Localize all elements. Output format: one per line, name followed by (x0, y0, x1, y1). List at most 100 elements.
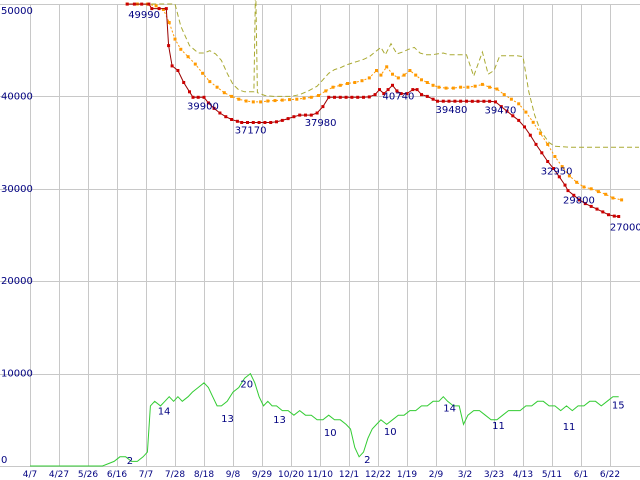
marker (196, 95, 200, 99)
marker (466, 85, 470, 89)
x-tick-label: 12/22 (365, 470, 391, 480)
marker (263, 121, 267, 124)
marker (414, 73, 418, 77)
marker (523, 125, 526, 129)
marker (531, 120, 535, 124)
marker (391, 72, 394, 76)
x-tick-label: 8/18 (194, 470, 214, 480)
x-tick-label: 5/26 (78, 470, 98, 480)
marker (553, 155, 557, 158)
marker (273, 99, 277, 103)
marker (505, 109, 509, 113)
marker (465, 99, 468, 103)
marker (517, 102, 521, 106)
marker (517, 118, 521, 122)
marker (202, 95, 206, 99)
marker (298, 113, 302, 117)
marker (399, 92, 403, 96)
marker (235, 119, 239, 123)
price-label: 32950 (541, 167, 573, 178)
marker (538, 131, 542, 135)
marker (360, 79, 364, 83)
x-tick-label: 5/11 (542, 470, 562, 480)
price-label: 40740 (383, 92, 415, 103)
marker (441, 99, 445, 103)
marker (240, 121, 244, 124)
marker (266, 99, 270, 103)
marker (480, 82, 484, 86)
marker (528, 133, 532, 137)
marker (563, 183, 567, 187)
price-label: 37980 (305, 118, 337, 129)
store-count-label: 10 (384, 427, 397, 438)
marker (375, 69, 378, 72)
marker (147, 2, 151, 6)
marker (420, 93, 423, 97)
marker (230, 118, 234, 121)
x-tick-label: 1/19 (397, 470, 417, 480)
marker (338, 95, 342, 99)
marker (244, 99, 248, 103)
marker (237, 97, 241, 101)
y-tick-label: 50000 (1, 6, 33, 17)
marker (302, 96, 306, 100)
gridlines (0, 4, 640, 467)
marker (437, 85, 441, 89)
marker (167, 21, 171, 24)
marker (154, 4, 158, 8)
marker (620, 198, 624, 202)
marker (280, 118, 284, 122)
marker (157, 7, 161, 11)
x-tick-label: 6/1 (574, 470, 588, 480)
marker (589, 204, 593, 208)
series-store-count (30, 372, 619, 467)
marker (560, 165, 564, 169)
marker (224, 115, 228, 119)
marker (304, 113, 307, 117)
x-tick-label: 6/22 (600, 470, 620, 480)
marker (552, 167, 555, 170)
price-label: 37170 (235, 126, 267, 137)
marker (167, 44, 171, 48)
y-tick-label: 40000 (1, 91, 33, 102)
price-label: 39480 (436, 105, 468, 116)
y-tick-label: 10000 (1, 369, 33, 380)
marker (215, 85, 219, 89)
marker (420, 78, 423, 82)
marker (447, 99, 451, 103)
marker (495, 87, 499, 91)
marker (212, 106, 216, 110)
marker (567, 174, 571, 178)
marker (411, 88, 415, 92)
marker (583, 202, 587, 206)
marker (218, 111, 222, 115)
marker (540, 151, 544, 155)
marker (288, 98, 291, 102)
price-label: 39900 (187, 101, 219, 112)
marker (572, 193, 576, 197)
x-tick-label: 4/27 (49, 470, 69, 480)
marker (193, 62, 197, 66)
marker (408, 69, 412, 72)
marker (385, 65, 389, 69)
price-label: 27000 (610, 223, 640, 234)
marker (367, 95, 371, 99)
marker (208, 80, 212, 84)
y-tick-label: 0 (1, 455, 7, 466)
marker (391, 83, 394, 87)
marker (604, 192, 608, 196)
x-tick-label: 2/9 (429, 470, 444, 480)
marker (170, 64, 174, 68)
marker (482, 99, 486, 103)
marker (206, 101, 210, 105)
x-tick-label: 4/13 (513, 470, 533, 480)
marker (566, 189, 570, 193)
x-tick-label: 4/7 (23, 470, 37, 480)
marker (405, 92, 409, 96)
marker (186, 55, 190, 59)
x-tick-label: 7/7 (139, 470, 153, 480)
marker (327, 95, 331, 99)
marker (395, 89, 399, 93)
